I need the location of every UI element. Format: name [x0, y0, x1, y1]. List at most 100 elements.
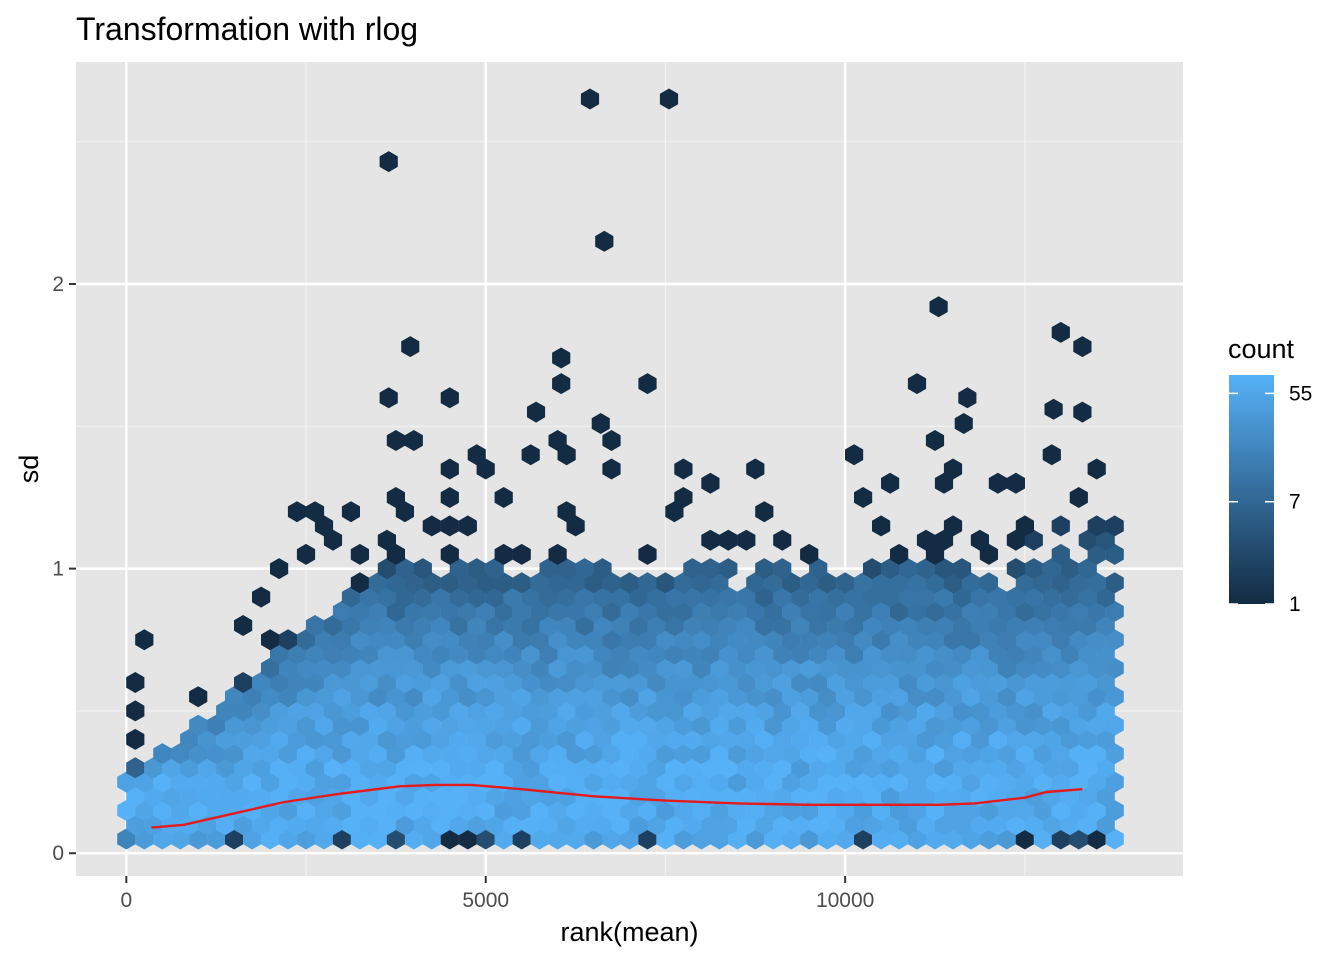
- hex-cell: [341, 501, 360, 523]
- hex-cell: [925, 828, 945, 850]
- hex-cell: [1051, 515, 1070, 537]
- hex-cell: [539, 814, 558, 836]
- hex-cell: [1087, 543, 1106, 565]
- hex-cell: [270, 672, 289, 693]
- hex-cell: [602, 458, 621, 480]
- hex-cell: [503, 757, 522, 779]
- hex-cell: [503, 700, 522, 722]
- hex-cell: [1006, 757, 1025, 779]
- hex-cell: [638, 800, 657, 821]
- hex-cell: [728, 743, 747, 765]
- hex-cell: [395, 728, 414, 750]
- hex-cell: [638, 686, 657, 708]
- y-tick-label: 2: [52, 273, 64, 296]
- hex-cell: [458, 771, 477, 793]
- hex-cell: [494, 487, 513, 508]
- hex-cell: [171, 828, 190, 850]
- hex-cell: [620, 629, 639, 651]
- hex-cell: [296, 629, 316, 651]
- hex-cell: [189, 714, 208, 736]
- hex-cell: [1069, 714, 1088, 736]
- grid-lines: [76, 62, 1183, 876]
- hex-cell: [872, 714, 891, 736]
- hex-cell: [683, 814, 702, 836]
- y-tick-label: 0: [52, 842, 64, 865]
- hex-cell: [377, 728, 396, 750]
- hex-cell: [593, 615, 612, 636]
- hex-cell: [575, 757, 594, 779]
- hex-cell: [494, 543, 513, 565]
- hex-cell: [593, 814, 612, 836]
- hex-cell: [746, 828, 765, 850]
- hex-cell: [916, 586, 936, 608]
- hex-cell: [629, 785, 648, 807]
- hex-cell: [440, 657, 459, 679]
- hex-cell: [683, 700, 702, 722]
- hex-cell: [539, 558, 558, 580]
- hex-cell: [287, 728, 307, 750]
- hex-cell: [296, 828, 316, 850]
- hex-cell: [845, 728, 864, 750]
- hex-cell: [755, 785, 774, 807]
- hex-cell: [925, 771, 945, 793]
- hex-cell: [305, 700, 325, 722]
- hex-cell: [1069, 600, 1088, 622]
- hex-cell: [566, 515, 585, 537]
- hex-cell: [234, 757, 253, 779]
- hex-cell: [656, 629, 675, 651]
- hex-cell: [818, 629, 837, 651]
- hex-cell: [135, 771, 154, 793]
- hex-cell: [773, 728, 792, 750]
- hex-cell: [988, 814, 1007, 836]
- hex-cell: [1033, 600, 1052, 622]
- hex-cell: [979, 657, 998, 679]
- hex-cell: [1087, 572, 1106, 594]
- hex-cell: [252, 700, 271, 722]
- hex-cell: [800, 828, 819, 850]
- hex-cell: [1078, 785, 1097, 807]
- hex-cell: [692, 714, 711, 736]
- hex-cell: [305, 757, 325, 779]
- hex-cell: [216, 700, 235, 722]
- hex-cell: [593, 643, 612, 665]
- hex-cell: [395, 814, 414, 836]
- hex-cell: [180, 785, 199, 807]
- hex-cell: [602, 686, 621, 708]
- hex-cell: [782, 572, 801, 594]
- hex-cell: [701, 757, 720, 779]
- hex-cell: [863, 672, 882, 693]
- hex-cell: [845, 586, 864, 608]
- hex-cell: [638, 629, 657, 651]
- x-tick-label: 10000: [816, 889, 874, 912]
- hex-cell: [557, 586, 576, 608]
- hex-cell: [512, 629, 531, 651]
- hex-cell: [934, 728, 954, 750]
- hex-cell: [341, 814, 360, 836]
- hex-cell: [1105, 600, 1124, 622]
- hex-cell: [719, 558, 738, 580]
- hex-cell: [332, 743, 352, 765]
- hex-cell: [746, 800, 765, 821]
- hex-cell: [575, 615, 594, 636]
- hex-cell: [225, 686, 244, 708]
- hex-cell: [620, 600, 639, 622]
- hex-cell: [782, 743, 801, 765]
- hex-cell: [782, 686, 801, 708]
- hex-cell: [665, 700, 684, 722]
- hex-cell: [566, 828, 585, 850]
- hex-cell: [593, 728, 612, 750]
- hex-cell: [755, 672, 774, 693]
- hex-cell: [440, 743, 459, 765]
- hex-cell: [476, 600, 495, 622]
- hex-cell: [988, 586, 1007, 608]
- hex-cell: [737, 615, 756, 636]
- hex-cell: [593, 757, 612, 779]
- hex-cell: [979, 629, 998, 651]
- hex-cell: [997, 800, 1016, 821]
- hex-cell: [710, 714, 729, 736]
- hex-cell: [979, 572, 998, 594]
- hex-cell: [890, 572, 909, 594]
- hex-cell: [225, 714, 244, 736]
- hex-cell: [629, 615, 648, 636]
- hex-cell: [872, 743, 891, 765]
